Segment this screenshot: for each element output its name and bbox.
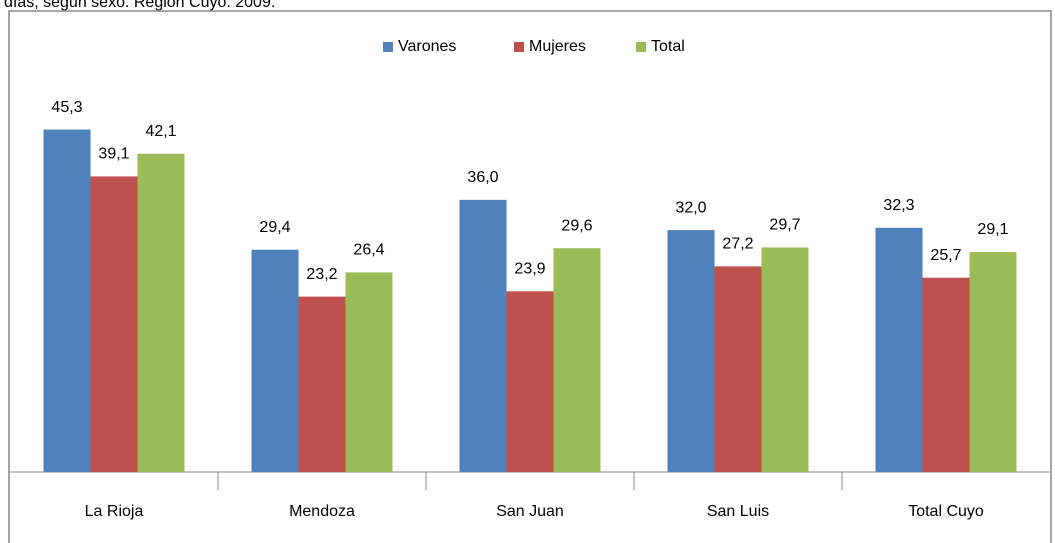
value-label: 25,7: [930, 247, 961, 264]
bar: [714, 266, 762, 472]
value-label: 29,4: [259, 219, 290, 236]
chart-border: [8, 10, 1052, 543]
bar: [251, 249, 299, 472]
x-tick-label: San Luis: [707, 503, 769, 520]
value-label: 36,0: [467, 169, 498, 186]
value-label: 29,6: [561, 217, 592, 234]
bar: [298, 296, 346, 472]
x-tick-label: Total Cuyo: [908, 503, 984, 520]
bar: [345, 272, 393, 472]
x-tick-label: Mendoza: [289, 503, 355, 520]
bar: [969, 252, 1017, 472]
bar: [459, 199, 507, 472]
bar: [667, 230, 715, 472]
legend-swatch: [636, 42, 646, 52]
bar: [553, 248, 601, 472]
bar: [43, 129, 91, 473]
bar: [761, 247, 809, 472]
legend-swatch: [383, 42, 393, 52]
value-label: 39,1: [98, 146, 129, 163]
value-label: 42,1: [145, 123, 176, 140]
value-label: 23,2: [306, 266, 337, 283]
legend-label: Mujeres: [529, 38, 586, 55]
value-label: 32,3: [883, 197, 914, 214]
legend-label: Varones: [398, 38, 456, 55]
bar: [506, 291, 554, 472]
legend-label: Total: [651, 38, 685, 55]
bar: [922, 277, 970, 472]
value-label: 29,7: [769, 217, 800, 234]
x-tick-label: San Juan: [496, 503, 564, 520]
chart-title: días, según sexo. Región Cuyo. 2009.: [4, 0, 275, 11]
value-label: 26,4: [353, 242, 384, 259]
bar: [90, 176, 138, 473]
value-label: 45,3: [51, 99, 82, 116]
value-label: 29,1: [977, 221, 1008, 238]
bar: [137, 153, 185, 472]
legend-swatch: [514, 42, 524, 52]
value-label: 23,9: [514, 261, 545, 278]
value-label: 27,2: [722, 236, 753, 253]
value-label: 32,0: [675, 199, 706, 216]
x-tick-label: La Rioja: [85, 503, 144, 520]
bar: [875, 227, 923, 472]
